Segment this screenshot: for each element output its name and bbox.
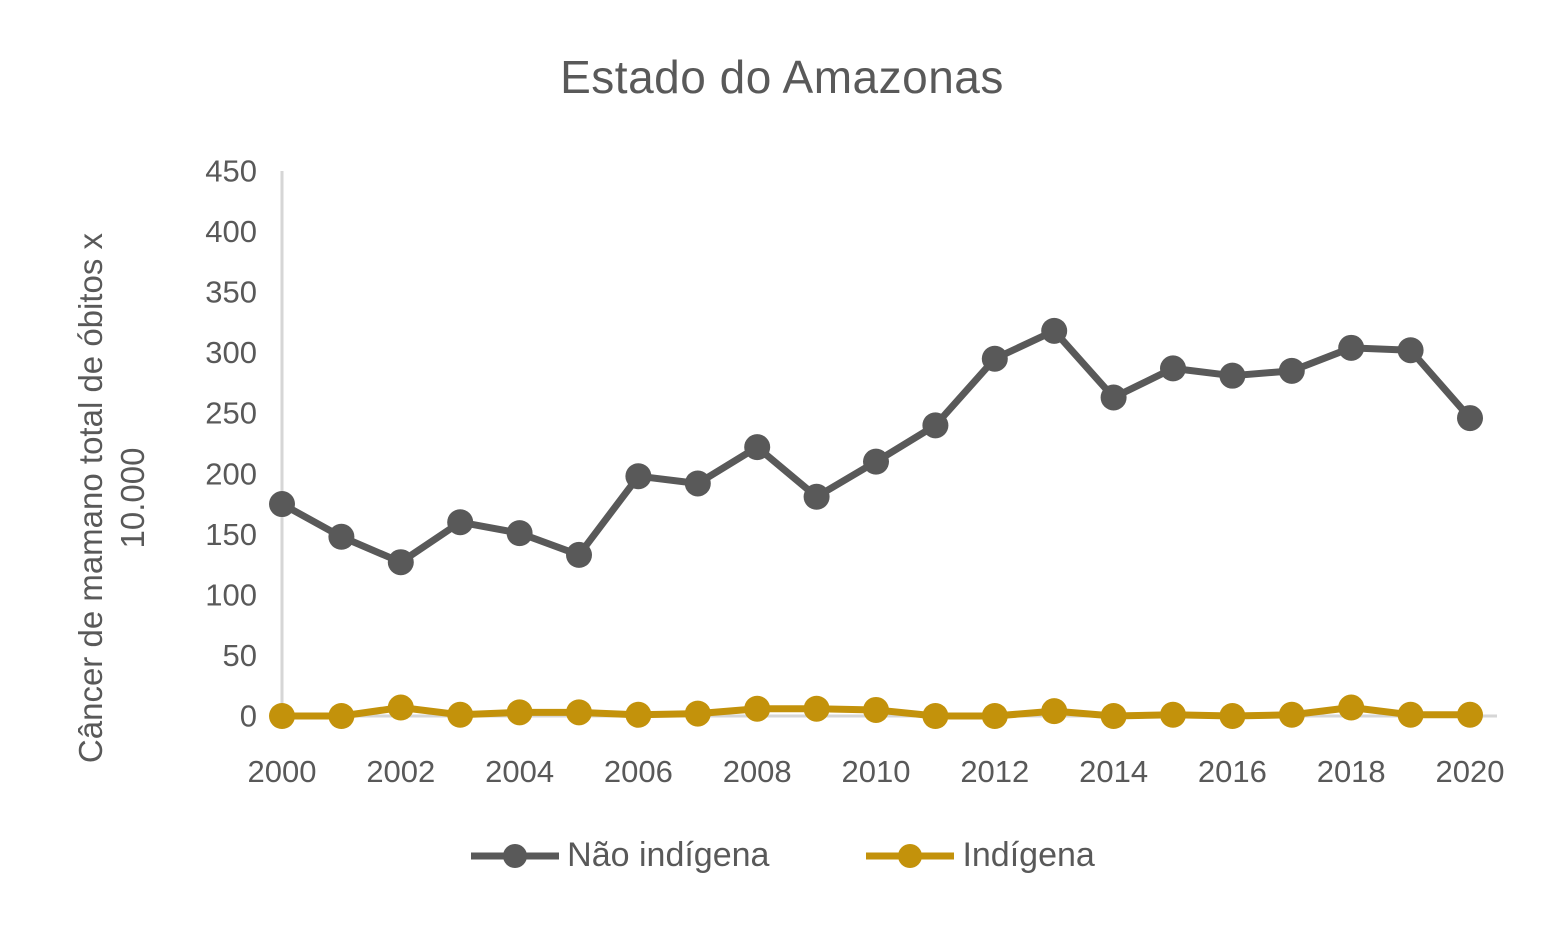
y-tick-label: 350 — [205, 275, 257, 310]
nao-indigena-point — [447, 509, 474, 536]
y-tick-label: 150 — [205, 517, 257, 552]
nao-indigena-point — [1278, 357, 1305, 384]
nao-indigena-point — [922, 412, 949, 439]
indigena-point — [387, 694, 414, 721]
indigena-point — [1338, 694, 1365, 721]
x-tick-label: 2002 — [366, 754, 435, 789]
indigena-point — [1278, 701, 1305, 728]
x-tick-label: 2008 — [723, 754, 792, 789]
x-tick-label: 2012 — [960, 754, 1029, 789]
indigena-point — [328, 703, 355, 729]
nao-indigena-point — [1100, 384, 1127, 411]
nao-indigena-point — [1041, 317, 1068, 344]
legend-item-nao-indigena: Não indígena — [469, 836, 769, 875]
nao-indigena-point — [863, 448, 889, 475]
nao-indigena-point — [566, 541, 592, 568]
y-tick-label: 400 — [205, 214, 257, 249]
x-tick-label: 2018 — [1317, 754, 1386, 789]
legend-marker-indigena — [866, 843, 955, 868]
nao-indigena-point — [1338, 334, 1365, 361]
y-tick-label: 250 — [205, 396, 257, 431]
indigena-point — [1457, 701, 1483, 728]
indigena-point — [1397, 701, 1424, 728]
x-tick-label: 2020 — [1436, 754, 1505, 789]
indigena-point — [981, 703, 1008, 729]
x-tick-label: 2014 — [1079, 754, 1148, 789]
indigena-point — [447, 701, 474, 728]
indigena-point — [922, 703, 949, 729]
nao-indigena-point — [1397, 337, 1424, 364]
x-tick-label: 2010 — [842, 754, 911, 789]
y-tick-label: 0 — [240, 699, 257, 734]
y-tick-label: 450 — [205, 154, 257, 189]
indigena-point — [269, 703, 295, 729]
nao-indigena-point — [981, 345, 1008, 372]
nao-indigena-point — [387, 549, 414, 576]
indigena-point — [863, 696, 889, 723]
indigena-point — [1100, 703, 1127, 729]
indigena-point — [744, 695, 771, 722]
indigena-point — [684, 700, 711, 727]
legend-label-nao-indigena: Não indígena — [567, 836, 770, 874]
nao-indigena-point — [269, 491, 295, 518]
nao-indigena-point — [1160, 355, 1186, 382]
indigena-point — [1219, 703, 1246, 729]
nao-indigena-point — [803, 483, 830, 510]
y-tick-label: 300 — [205, 335, 257, 370]
x-tick-label: 2000 — [248, 754, 317, 789]
y-tick-label: 50 — [223, 638, 257, 673]
nao-indigena-point — [328, 523, 355, 550]
nao-indigena-point — [1219, 362, 1246, 389]
indigena-point — [625, 701, 652, 728]
x-tick-label: 2006 — [604, 754, 673, 789]
y-tick-label: 100 — [205, 577, 257, 612]
nao-indigena-point — [506, 520, 533, 547]
nao-indigena-point — [625, 463, 652, 490]
legend-marker-nao-indigena — [471, 843, 560, 868]
indigena-point — [566, 699, 592, 726]
nao-indigena-point — [1457, 405, 1483, 432]
x-tick-label: 2016 — [1198, 754, 1267, 789]
chart-title: Estado do Amazonas — [560, 51, 1004, 103]
nao-indigena-point — [684, 470, 711, 497]
indigena-point — [1160, 701, 1186, 728]
legend-label-indigena: Indígena — [962, 836, 1095, 874]
legend: Não indígena Indígena — [0, 836, 1564, 875]
legend-item-indigena: Indígena — [864, 836, 1095, 875]
indigena-point — [803, 695, 830, 722]
nao-indigena-point — [744, 434, 771, 461]
indigena-point — [1041, 698, 1068, 725]
indigena-point — [506, 699, 533, 726]
x-tick-label: 2004 — [485, 754, 554, 789]
y-tick-label: 200 — [205, 456, 257, 491]
